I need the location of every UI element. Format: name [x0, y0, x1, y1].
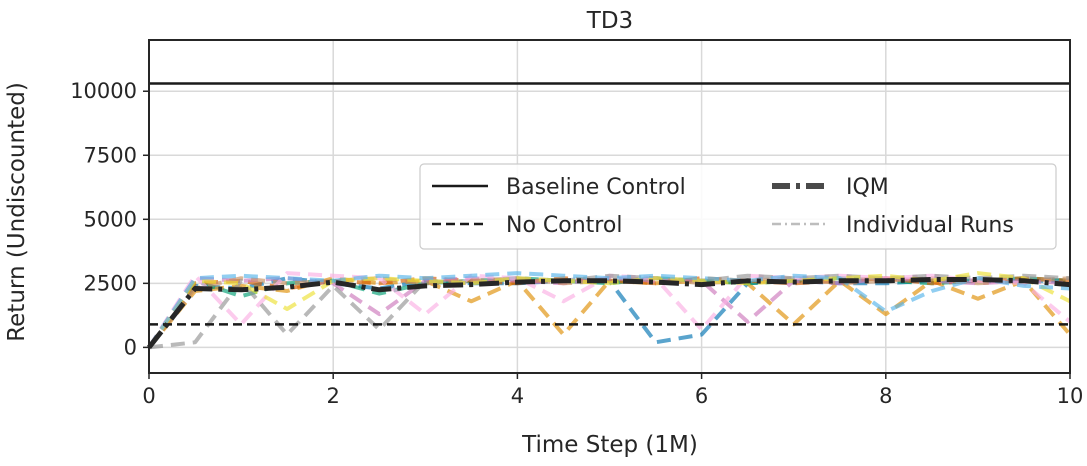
individual-run-10	[147, 271, 1071, 349]
chart-title: TD3	[586, 8, 633, 34]
y-tick-label-3: 7500	[84, 143, 137, 167]
y-tick-label-4: 10000	[70, 79, 137, 103]
x-axis-ticks: 0 2 4 6 8 10	[142, 373, 1083, 408]
plot-frame	[148, 39, 1071, 374]
y-tick-label-0: 0	[124, 335, 137, 359]
x-tick-label-1: 2	[327, 384, 340, 408]
x-tick-label-5: 10	[1057, 384, 1084, 408]
x-axis-label: Time Step (1M)	[521, 432, 698, 458]
x-tick-label-3: 6	[695, 384, 708, 408]
iqm-line	[147, 277, 1071, 349]
legend-label-baseline-control: Baseline Control	[506, 175, 686, 200]
individual-run-8	[148, 273, 1071, 350]
y-tick-label-1: 2500	[84, 271, 137, 295]
individual-run-5	[147, 276, 1071, 349]
reference-lines	[149, 82, 1070, 326]
legend-box	[419, 163, 1057, 250]
y-axis-label: Return (Undiscounted)	[4, 82, 30, 342]
iqm-series	[147, 277, 1071, 349]
legend: Baseline Control No Control IQM Individu…	[419, 163, 1057, 250]
y-axis-ticks: 0 2500 5000 7500 10000	[70, 79, 149, 359]
x-tick-label-4: 8	[879, 384, 892, 408]
y-tick-label-2: 5000	[84, 207, 137, 231]
legend-label-iqm: IQM	[846, 175, 889, 200]
legend-label-no-control: No Control	[506, 213, 622, 238]
x-tick-label-0: 0	[142, 384, 155, 408]
legend-label-individual-runs: Individual Runs	[846, 213, 1014, 238]
x-tick-label-2: 4	[511, 384, 524, 408]
